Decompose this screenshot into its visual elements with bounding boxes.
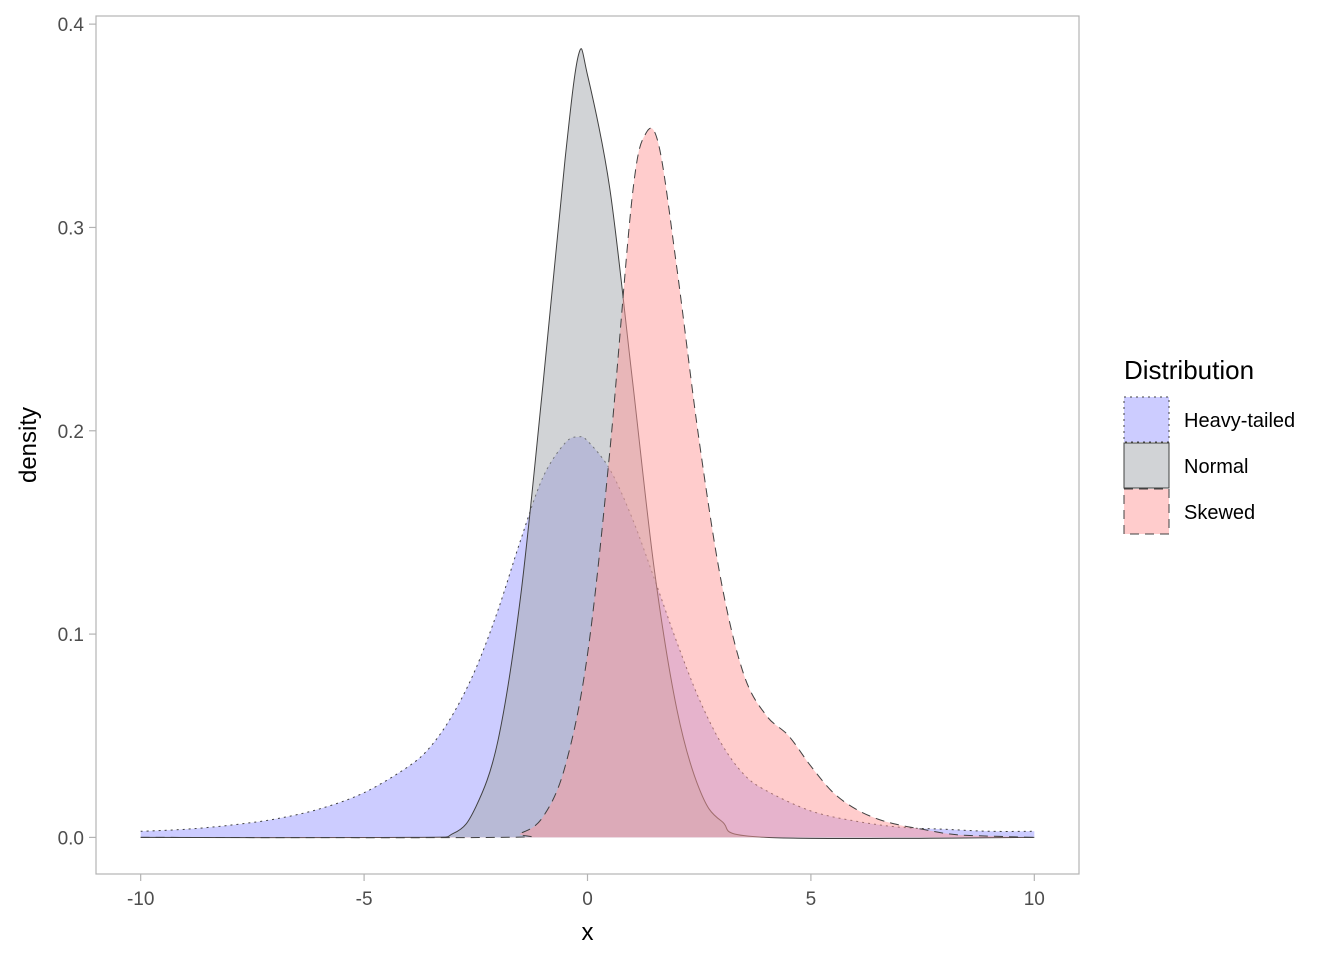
x-axis: -10 -5 0 5 10 (127, 874, 1045, 910)
x-tick-label: -10 (127, 889, 154, 910)
x-tick-label: 10 (1024, 889, 1045, 910)
y-tick-label: 0.0 (58, 828, 84, 849)
legend-label-skewed: Skewed (1184, 502, 1255, 524)
area-normal (140, 48, 1035, 839)
x-tick-label: 0 (582, 889, 593, 910)
legend-key-heavy-tailed (1123, 396, 1170, 443)
legend-label-heavy-tailed: Heavy-tailed (1184, 410, 1295, 432)
y-tick-label: 0.4 (58, 15, 85, 36)
legend-key-skewed (1123, 488, 1170, 535)
y-tick-label: 0.1 (58, 625, 84, 646)
legend-label-normal: Normal (1184, 456, 1248, 478)
curve-skewed (140, 127, 1035, 839)
y-axis: 0.0 0.1 0.2 0.3 0.4 (58, 15, 96, 849)
plot-areas (140, 48, 1035, 840)
y-tick-label: 0.2 (58, 422, 84, 443)
legend-key-normal (1123, 442, 1170, 489)
x-tick-label: 5 (806, 889, 817, 910)
area-skewed (140, 128, 1035, 838)
y-axis-title: density (15, 407, 42, 483)
y-tick-label: 0.3 (58, 218, 84, 239)
x-tick-label: -5 (356, 889, 373, 910)
legend-title: Distribution (1124, 355, 1254, 385)
legend: Distribution Heavy-tailed Normal Skewed (1123, 355, 1295, 535)
x-axis-title: x (582, 919, 594, 946)
